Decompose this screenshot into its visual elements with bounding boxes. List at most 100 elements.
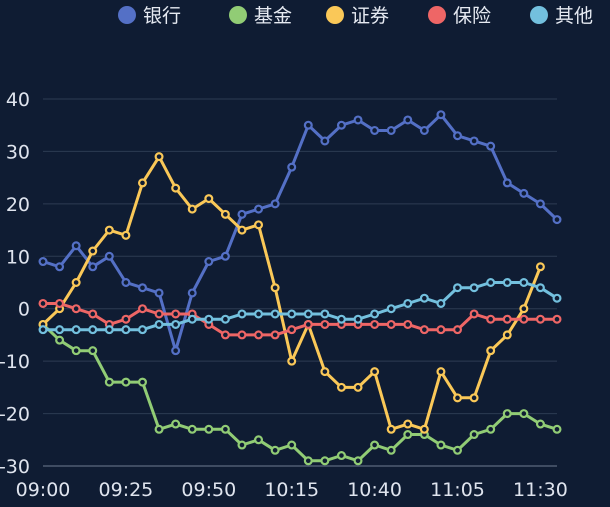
data-point — [303, 309, 313, 319]
data-point — [55, 335, 65, 345]
data-point — [88, 246, 98, 256]
data-point — [453, 283, 463, 293]
data-point — [154, 309, 164, 319]
data-point — [353, 456, 363, 466]
data-point — [220, 314, 230, 324]
data-point — [270, 199, 280, 209]
data-point — [137, 178, 147, 188]
data-point — [204, 257, 214, 267]
data-point — [88, 325, 98, 335]
data-point — [204, 424, 214, 434]
data-point — [121, 314, 131, 324]
data-point — [486, 346, 496, 356]
data-point — [419, 125, 429, 135]
data-point — [88, 346, 98, 356]
y-tick-label: 20 — [6, 194, 30, 216]
data-point — [137, 377, 147, 387]
data-point — [303, 456, 313, 466]
y-tick-label: -30 — [0, 456, 30, 478]
data-point — [303, 319, 313, 329]
data-point — [55, 298, 65, 308]
data-point — [453, 445, 463, 455]
data-point — [254, 435, 264, 445]
data-point — [436, 325, 446, 335]
data-point — [535, 283, 545, 293]
data-point — [38, 298, 48, 308]
legend-label: 证券 — [351, 5, 389, 27]
data-point — [237, 440, 247, 450]
legend-item[interactable]: 证券 — [326, 5, 389, 27]
data-point — [453, 325, 463, 335]
data-point — [436, 110, 446, 120]
series-0 — [38, 110, 562, 356]
data-point — [104, 377, 114, 387]
x-tick-label: 11:30 — [513, 479, 568, 501]
data-point — [237, 209, 247, 219]
data-point — [535, 262, 545, 272]
legend[interactable]: 银行 基金 证券 保险 其他 — [118, 5, 593, 27]
data-point — [336, 451, 346, 461]
data-point — [535, 419, 545, 429]
legend-marker — [326, 6, 344, 24]
data-point — [552, 215, 562, 225]
data-point — [55, 262, 65, 272]
x-tick-label: 10:40 — [347, 479, 402, 501]
legend-label: 保险 — [453, 5, 491, 27]
data-point — [320, 136, 330, 146]
data-point — [320, 319, 330, 329]
data-point — [220, 424, 230, 434]
legend-marker — [530, 6, 548, 24]
data-point — [171, 319, 181, 329]
data-point — [370, 309, 380, 319]
data-point — [370, 125, 380, 135]
data-point — [552, 314, 562, 324]
data-point — [519, 278, 529, 288]
data-point — [287, 162, 297, 172]
x-tick-label: 09:50 — [181, 479, 236, 501]
data-point — [187, 288, 197, 298]
series-layer — [38, 110, 562, 466]
data-point — [386, 445, 396, 455]
data-point — [469, 136, 479, 146]
data-point — [386, 125, 396, 135]
data-point — [171, 346, 181, 356]
legend-item[interactable]: 其他 — [530, 5, 593, 27]
legend-label: 基金 — [254, 5, 292, 27]
data-point — [403, 419, 413, 429]
data-point — [137, 325, 147, 335]
data-point — [336, 120, 346, 130]
data-point — [519, 314, 529, 324]
data-point — [386, 424, 396, 434]
series-3 — [38, 298, 562, 340]
data-point — [353, 382, 363, 392]
data-point — [386, 319, 396, 329]
y-tick-label: 30 — [6, 141, 30, 163]
data-point — [453, 393, 463, 403]
data-point — [154, 152, 164, 162]
data-point — [154, 319, 164, 329]
data-point — [403, 430, 413, 440]
x-tick-label: 09:00 — [16, 479, 71, 501]
legend-item[interactable]: 保险 — [428, 5, 491, 27]
data-point — [469, 309, 479, 319]
x-tick-label: 11:05 — [430, 479, 485, 501]
data-point — [370, 367, 380, 377]
data-point — [502, 314, 512, 324]
data-point — [502, 409, 512, 419]
legend-item[interactable]: 基金 — [229, 5, 292, 27]
data-point — [187, 314, 197, 324]
legend-marker — [118, 6, 136, 24]
series-1 — [38, 319, 562, 466]
data-point — [403, 115, 413, 125]
legend-item[interactable]: 银行 — [118, 5, 181, 27]
data-point — [370, 319, 380, 329]
data-point — [353, 314, 363, 324]
data-point — [486, 278, 496, 288]
data-point — [519, 188, 529, 198]
data-point — [535, 199, 545, 209]
data-point — [469, 393, 479, 403]
data-point — [88, 262, 98, 272]
data-point — [502, 178, 512, 188]
